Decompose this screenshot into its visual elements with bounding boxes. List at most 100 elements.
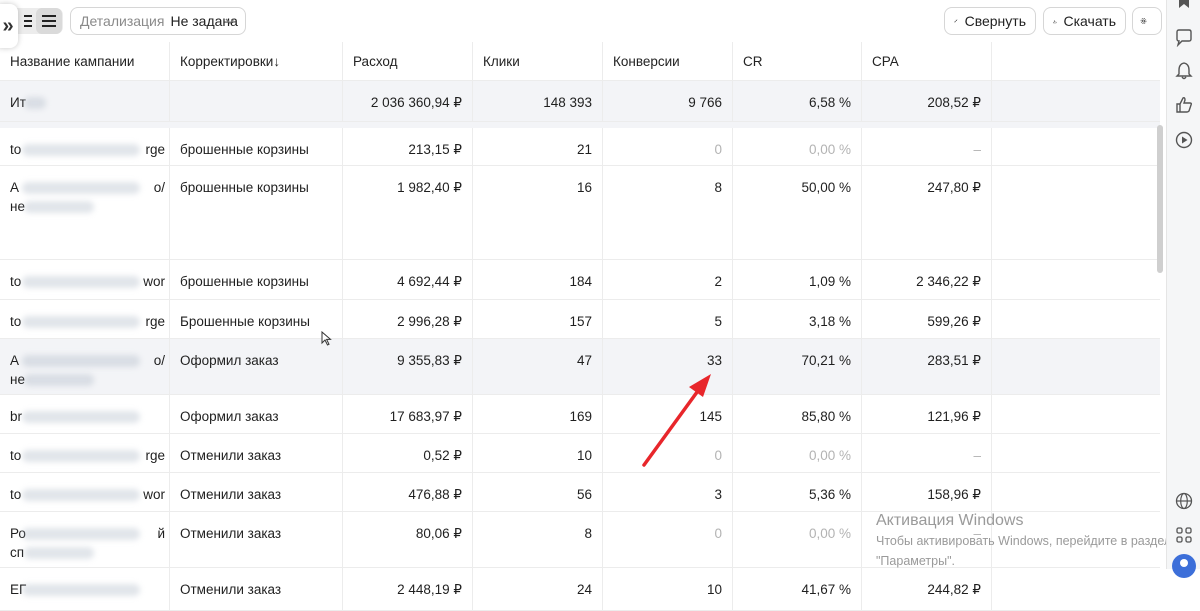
- divider: [0, 122, 1160, 128]
- cr-cell: 50,00 %: [733, 166, 862, 259]
- campaign-name-cell: to rge: [0, 434, 170, 472]
- adjustment-cell: брошенные корзины: [170, 260, 343, 299]
- conversions-cell: 0: [603, 128, 733, 165]
- campaign-name-cell: ЕГ: [0, 568, 170, 610]
- list-full-icon[interactable]: [36, 8, 62, 34]
- clicks-cell: 157: [473, 300, 603, 338]
- table-row[interactable]: to rge брошенные корзины 213,15 ₽21 0 0,00 % –: [0, 128, 1160, 166]
- table-row[interactable]: to rge Отменили заказ 0,52 ₽10 0 0,00 % –: [0, 434, 1160, 473]
- adjustment-cell: Отменили заказ: [170, 568, 343, 610]
- spend-cell: 213,15 ₽: [343, 128, 473, 165]
- cpa-cell: 599,26 ₽: [862, 300, 992, 338]
- collapse-icon: [954, 19, 958, 23]
- conversions-cell: 0: [603, 512, 733, 567]
- spend-cell: 0,52 ₽: [343, 434, 473, 472]
- sort-arrow-icon: ↓: [273, 54, 281, 69]
- table-row[interactable]: to wor брошенные корзины 4 692,44 ₽184 2 1,09…: [0, 260, 1160, 300]
- adjustment-cell: Брошенные корзины: [170, 300, 343, 338]
- cr-cell: 0,00 %: [733, 128, 862, 165]
- conversions-cell: 33: [603, 339, 733, 394]
- conversions-cell: 5: [603, 300, 733, 338]
- campaign-name-cell: to rge: [0, 128, 170, 165]
- cpa-cell: 247,80 ₽: [862, 166, 992, 259]
- table-row[interactable]: to wor Отменили заказ 476,88 ₽56 3 5,36 % 158,…: [0, 473, 1160, 512]
- column-header-spend[interactable]: Расход: [343, 42, 473, 80]
- toolbar: Детализация Не задана Свернуть Скачать: [0, 0, 1166, 42]
- clicks-cell: 169: [473, 395, 603, 433]
- adjustment-cell: Отменили заказ: [170, 512, 343, 567]
- conversions-cell: 3: [603, 473, 733, 511]
- column-header-cpa[interactable]: CPA: [862, 42, 992, 80]
- scrollbar-thumb[interactable]: [1157, 125, 1163, 273]
- total-row: Ит 2 036 360,94 ₽ 148 393 9 766 6,58 % 2…: [0, 81, 1160, 122]
- chat-bubble-icon[interactable]: [1175, 29, 1193, 47]
- conversions-cell: 10: [603, 568, 733, 610]
- thumbs-up-icon[interactable]: [1175, 96, 1193, 114]
- bell-icon[interactable]: [1175, 62, 1193, 80]
- column-header-adjustments[interactable]: Корректировки↓: [170, 42, 343, 80]
- campaign-name-cell: to rge: [0, 300, 170, 338]
- watermark-line2: "Параметры".: [876, 554, 955, 568]
- chevron-down-icon: [225, 18, 235, 24]
- windows-activation-watermark: Активация Windows Чтобы активировать Win…: [876, 511, 1171, 571]
- settings-button[interactable]: [1132, 7, 1162, 35]
- total-label: Ит: [0, 81, 170, 121]
- collapse-button[interactable]: Свернуть: [944, 7, 1036, 35]
- column-header-cr[interactable]: CR: [733, 42, 862, 80]
- watermark-line1: Чтобы активировать Windows, перейдите в …: [876, 534, 1172, 548]
- cpa-cell: 121,96 ₽: [862, 395, 992, 433]
- download-button[interactable]: Скачать: [1043, 7, 1126, 35]
- download-label: Скачать: [1063, 13, 1117, 29]
- table-row[interactable]: Ро й сп Отменили заказ 80,06 ₽8 0 0,00 % –: [0, 512, 1160, 568]
- spend-cell: 9 355,83 ₽: [343, 339, 473, 394]
- globe-icon[interactable]: [1175, 492, 1193, 510]
- cr-cell: 5,36 %: [733, 473, 862, 511]
- total-clicks: 148 393: [473, 81, 603, 121]
- clicks-cell: 24: [473, 568, 603, 610]
- clicks-cell: 21: [473, 128, 603, 165]
- download-icon: [1053, 19, 1057, 23]
- apps-grid-icon[interactable]: [1175, 526, 1193, 544]
- cr-cell: 41,67 %: [733, 568, 862, 610]
- table-row[interactable]: br Оформил заказ 17 683,97 ₽169 145 85,80 % 1…: [0, 395, 1160, 434]
- bookmark-icon[interactable]: [1175, 0, 1193, 10]
- play-circle-icon[interactable]: [1175, 131, 1193, 149]
- watermark-title: Активация Windows: [876, 512, 1024, 529]
- column-header-name[interactable]: Название кампании: [0, 42, 170, 80]
- collapse-label: Свернуть: [964, 13, 1026, 29]
- spend-cell: 2 448,19 ₽: [343, 568, 473, 610]
- cpa-cell: 283,51 ₽: [862, 339, 992, 394]
- table-row[interactable]: ЕГ Отменили заказ 2 448,19 ₽24 10 41,67 % 244…: [0, 568, 1160, 611]
- mouse-cursor-icon: [321, 331, 332, 346]
- clicks-cell: 47: [473, 339, 603, 394]
- cpa-cell: 244,82 ₽: [862, 568, 992, 610]
- cr-cell: 0,00 %: [733, 512, 862, 567]
- adjustment-cell: Оформил заказ: [170, 339, 343, 394]
- detail-select[interactable]: Детализация Не задана: [70, 7, 246, 35]
- adjustment-cell: брошенные корзины: [170, 166, 343, 259]
- column-header-clicks[interactable]: Клики: [473, 42, 603, 80]
- total-cr: 6,58 %: [733, 81, 862, 121]
- adjustment-cell: Отменили заказ: [170, 473, 343, 511]
- cpa-cell: 158,96 ₽: [862, 473, 992, 511]
- cpa-cell: –: [862, 512, 992, 567]
- avatar-icon[interactable]: [1171, 553, 1197, 579]
- right-rail: [1166, 0, 1200, 578]
- campaign-name-cell: to wor: [0, 260, 170, 299]
- table-row[interactable]: to rge Брошенные корзины 2 996,28 ₽157 5 3,18…: [0, 300, 1160, 339]
- total-spend: 2 036 360,94 ₽: [343, 81, 473, 121]
- clicks-cell: 16: [473, 166, 603, 259]
- adjustment-cell: Оформил заказ: [170, 395, 343, 433]
- chevron-double-right-icon: »: [2, 14, 14, 37]
- spend-cell: 17 683,97 ₽: [343, 395, 473, 433]
- total-cpa: 208,52 ₽: [862, 81, 992, 121]
- conversions-cell: 2: [603, 260, 733, 299]
- column-header-conversions[interactable]: Конверсии: [603, 42, 733, 80]
- expand-panel-button[interactable]: »: [0, 4, 18, 48]
- clicks-cell: 10: [473, 434, 603, 472]
- total-conversions: 9 766: [603, 81, 733, 121]
- list-compact-icon[interactable]: [12, 8, 38, 34]
